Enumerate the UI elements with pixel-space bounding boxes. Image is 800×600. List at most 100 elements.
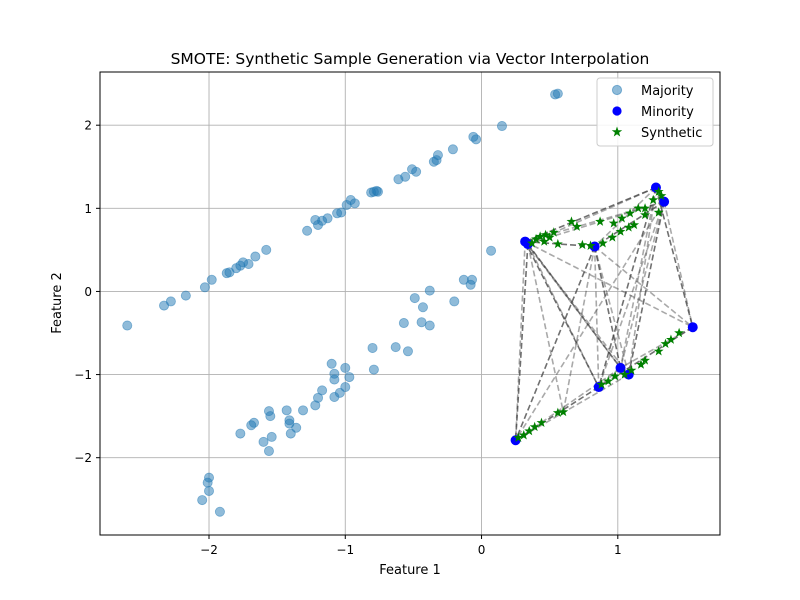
synthetic-point xyxy=(558,406,569,417)
y-tick-label: −2 xyxy=(74,451,92,465)
interpolation-line xyxy=(515,367,621,441)
majority-point xyxy=(266,431,277,442)
synthetic-point xyxy=(674,327,685,338)
synthetic-points xyxy=(513,186,685,442)
majority-point xyxy=(400,171,411,182)
synthetic-point xyxy=(597,238,608,248)
synthetic-point xyxy=(653,346,664,356)
majority-point xyxy=(165,296,176,307)
y-axis-ticks: −2 −1 0 1 2 xyxy=(74,119,100,465)
interpolation-line xyxy=(594,186,657,248)
minority-point xyxy=(615,362,626,373)
synthetic-point xyxy=(539,236,550,246)
legend-box xyxy=(596,77,714,147)
interpolation-line xyxy=(527,186,657,245)
synthetic-point xyxy=(552,238,563,249)
synthetic-point xyxy=(626,365,637,375)
majority-point xyxy=(250,251,261,262)
synthetic-point xyxy=(596,379,607,389)
synthetic-point xyxy=(640,203,650,213)
majority-point xyxy=(390,342,401,353)
synthetic-point xyxy=(653,207,664,217)
synthetic-point xyxy=(536,417,547,427)
interpolation-lines xyxy=(514,186,694,441)
x-tick-label: −2 xyxy=(200,543,218,557)
interpolation-line xyxy=(514,244,529,441)
synthetic-point xyxy=(610,371,621,381)
majority-point xyxy=(302,225,313,236)
legend-majority-marker xyxy=(611,84,623,96)
majority-point xyxy=(367,342,378,353)
majority-point xyxy=(202,477,213,488)
minority-point xyxy=(659,196,670,207)
majority-point xyxy=(329,374,340,385)
majority-point xyxy=(326,358,337,369)
majority-point xyxy=(486,245,497,256)
interpolation-line xyxy=(619,187,657,369)
interpolation-line xyxy=(524,186,657,243)
synthetic-point xyxy=(571,221,582,231)
synthetic-point xyxy=(527,238,537,248)
majority-point xyxy=(329,392,340,403)
majority-point xyxy=(204,485,215,496)
interpolation-line xyxy=(594,245,694,328)
legend-minority-label: Minority xyxy=(641,105,694,120)
majority-point xyxy=(214,506,225,517)
legend-majority-label: Majority xyxy=(641,84,694,99)
synthetic-point xyxy=(666,334,676,344)
synthetic-point xyxy=(615,226,626,236)
legend: Majority Minority Synthetic xyxy=(596,77,714,147)
majority-point xyxy=(235,428,246,439)
interpolation-line xyxy=(594,201,665,248)
majority-point xyxy=(246,420,257,431)
y-axis-label: Feature 2 xyxy=(50,272,65,334)
synthetic-point xyxy=(603,376,614,386)
synthetic-point xyxy=(585,240,596,250)
majority-point xyxy=(411,166,422,177)
interpolation-line xyxy=(593,246,630,375)
majority-point xyxy=(432,150,443,161)
synthetic-point xyxy=(640,355,650,365)
interpolation-line xyxy=(619,201,665,369)
interpolation-line xyxy=(514,246,596,441)
majority-point xyxy=(206,274,217,285)
synthetic-point xyxy=(616,213,627,223)
majority-point xyxy=(496,121,507,132)
synthetic-point xyxy=(640,209,650,220)
majority-point xyxy=(122,320,133,331)
interpolation-line xyxy=(597,187,657,388)
majority-point xyxy=(285,428,296,439)
interpolation-line xyxy=(524,241,630,376)
y-tick-label: −1 xyxy=(74,368,92,382)
synthetic-point xyxy=(518,430,529,440)
majority-point xyxy=(416,317,427,328)
synthetic-point xyxy=(660,338,671,349)
majority-point xyxy=(465,279,476,290)
interpolation-line xyxy=(597,201,665,388)
synthetic-point xyxy=(529,421,540,432)
interpolation-line xyxy=(524,240,694,328)
majority-point xyxy=(336,207,347,218)
synthetic-point xyxy=(623,222,634,232)
interpolation-line xyxy=(514,201,665,441)
majority-point xyxy=(197,495,208,506)
synthetic-point xyxy=(577,239,588,250)
interpolation-line xyxy=(527,243,622,369)
majority-point xyxy=(398,318,409,329)
synthetic-point xyxy=(656,190,667,201)
majority-point xyxy=(265,411,276,422)
majority-point xyxy=(298,405,309,416)
majority-point xyxy=(180,290,191,301)
synthetic-point xyxy=(544,232,555,242)
synthetic-point xyxy=(607,232,618,242)
interpolation-line xyxy=(663,201,694,328)
majority-point xyxy=(471,134,482,145)
majority-point xyxy=(310,400,321,411)
majority-points xyxy=(122,88,563,517)
interpolation-line xyxy=(524,241,600,388)
majority-point xyxy=(281,405,292,416)
synthetic-point xyxy=(625,208,636,218)
synthetic-point xyxy=(633,203,644,213)
synthetic-point xyxy=(595,216,606,226)
legend-synthetic-label: Synthetic xyxy=(641,126,702,141)
